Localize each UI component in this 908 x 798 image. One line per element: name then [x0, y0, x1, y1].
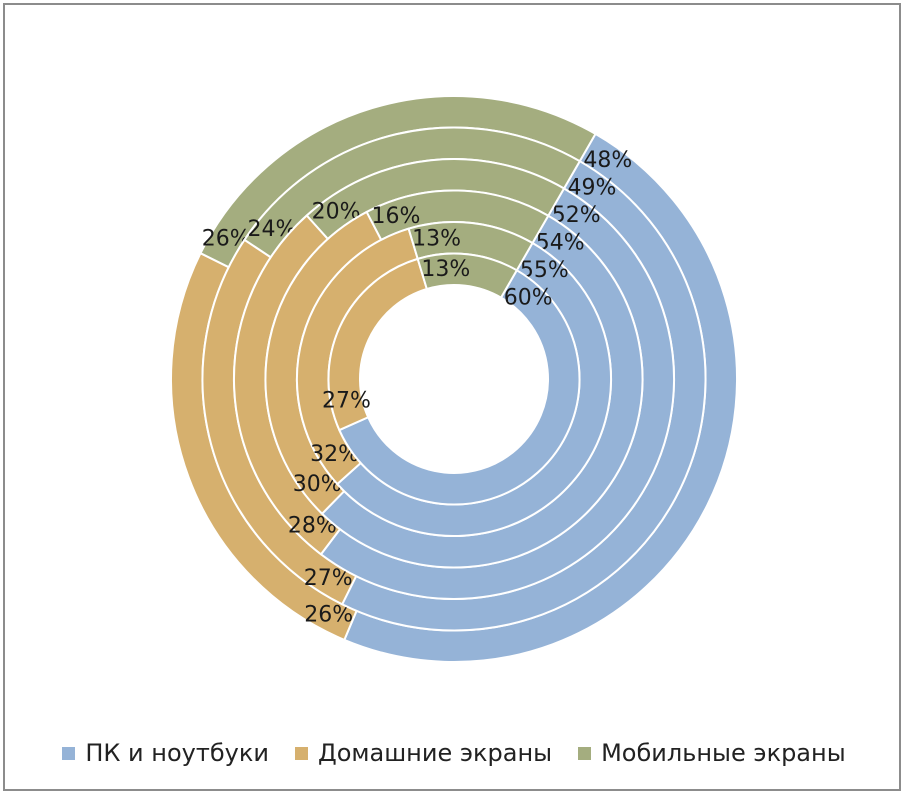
legend: ПК и ноутбуки Домашние экраны Мобильные …: [5, 733, 903, 773]
data-label-ring-4-mobile: 16%: [371, 204, 420, 229]
data-label-ring-6-home: 27%: [322, 388, 371, 413]
legend-label-home: Домашние экраны: [317, 739, 553, 767]
legend-item-pc: ПК и ноутбуки: [62, 739, 269, 767]
legend-item-home: Домашние экраны: [294, 739, 553, 767]
legend-swatch-pc: [62, 746, 76, 760]
legend-label-mobile: Мобильные экраны: [601, 739, 846, 767]
legend-item-mobile: Мобильные экраны: [578, 739, 846, 767]
chart-frame: 48% 26% 26% 49% 27% 24% 52% 28% 20% 54% 30% 16% 55% 3…: [3, 3, 901, 791]
legend-swatch-home: [294, 746, 308, 760]
legend-swatch-mobile: [578, 746, 592, 760]
ring-6-segment-mobile: [416, 252, 519, 299]
data-label-ring-5-mobile: 13%: [412, 226, 461, 251]
data-label-ring-6-mobile: 13%: [421, 257, 470, 282]
donut-chart: 48%26%26%49%27%24%52%28%20%54%30%16%55%3…: [170, 95, 738, 663]
legend-label-pc: ПК и ноутбуки: [85, 739, 269, 767]
ring-6-segment-pc: [338, 268, 581, 506]
data-label-ring-6-pc: 60%: [504, 286, 553, 311]
